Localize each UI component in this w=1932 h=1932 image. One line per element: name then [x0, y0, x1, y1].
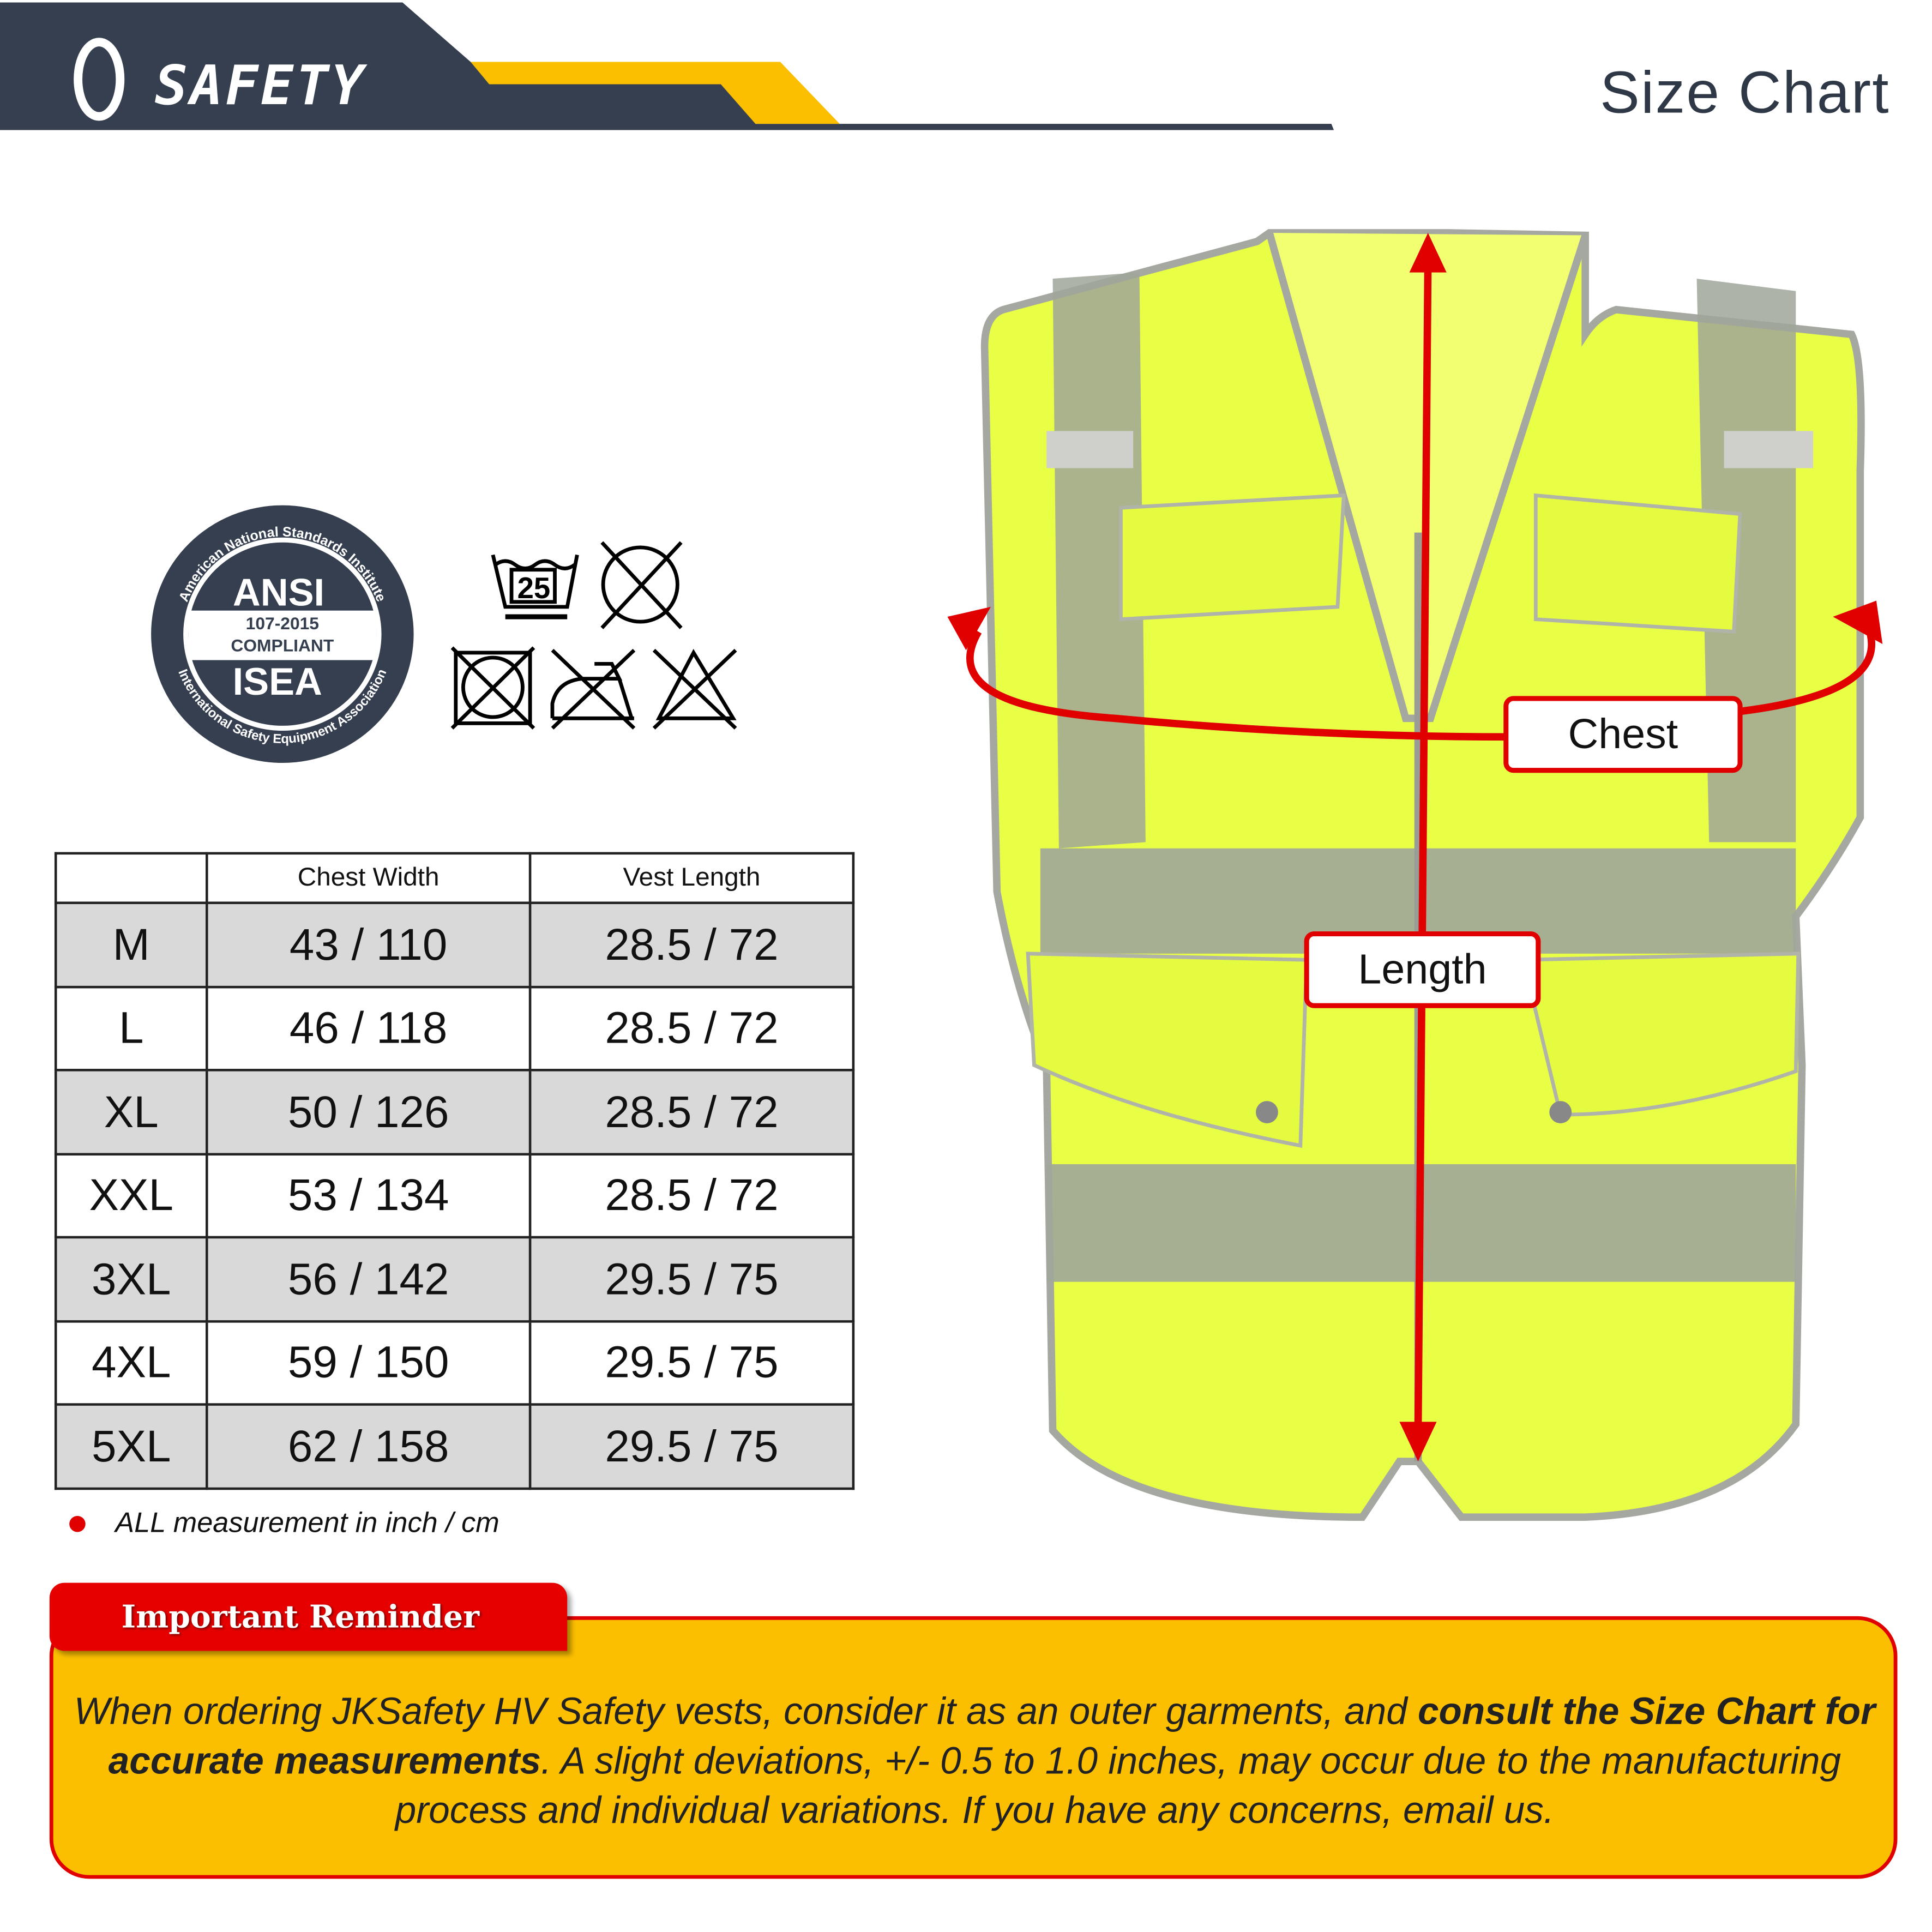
measurement-note: ALL measurement in inch / cm: [69, 1506, 499, 1539]
ansi-isea-badge: American National Standards Institute In…: [151, 505, 414, 763]
reminder-box: [49, 1616, 1898, 1879]
wash-25-icon: 25: [491, 554, 579, 619]
table-row: 5XL 62 / 158 29.5 / 75: [54, 1403, 855, 1490]
do-not-iron-icon: [550, 648, 636, 730]
svg-text:SAFETY: SAFETY: [155, 53, 368, 117]
bullet-dot: [69, 1516, 86, 1533]
length-arrow: [1399, 232, 1447, 1462]
table-row: L 46 / 118 28.5 / 72: [54, 985, 855, 1072]
svg-text:107-2015: 107-2015: [246, 613, 319, 633]
svg-text:COMPLIANT: COMPLIANT: [231, 636, 334, 655]
vest-length-cell: 28.5 / 72: [528, 1152, 855, 1239]
do-not-bleach-icon: [652, 648, 737, 730]
size-cell: 5XL: [54, 1403, 208, 1490]
column-header-chest-width: Chest Width: [206, 852, 532, 904]
table-row: 3XL 56 / 142 29.5 / 75: [54, 1236, 855, 1322]
size-cell: M: [54, 901, 208, 988]
care-icons: 25: [450, 541, 737, 730]
vest-length-cell: 29.5 / 75: [528, 1319, 855, 1406]
chest-width-cell: 46 / 118: [206, 985, 532, 1072]
vest-length-cell: 28.5 / 72: [528, 1069, 855, 1155]
chest-width-cell: 62 / 158: [206, 1403, 532, 1490]
reminder-text-part: . A slight deviations, +/- 0.5 to 1.0 in…: [395, 1740, 1841, 1832]
svg-text:25: 25: [517, 571, 551, 605]
table-header-row: Chest Width Vest Length: [54, 852, 855, 904]
do-not-tumble-dry-icon: [450, 646, 535, 730]
size-table: Chest Width Vest Length M 43 / 110 28.5 / …: [54, 852, 855, 1490]
reminder-text: When ordering JKSafety HV Safety vests, …: [59, 1687, 1890, 1835]
chest-arrow: [947, 600, 1883, 741]
vest-length-cell: 28.5 / 72: [528, 901, 855, 988]
svg-text:ANSI: ANSI: [233, 571, 324, 614]
table-row: XL 50 / 126 28.5 / 72: [54, 1069, 855, 1155]
reminder-title: Important Reminder: [49, 1582, 568, 1651]
size-cell: 3XL: [54, 1236, 208, 1322]
chest-width-cell: 59 / 150: [206, 1319, 532, 1406]
table-row: XXL 53 / 134 28.5 / 72: [54, 1152, 855, 1239]
chest-width-cell: 43 / 110: [206, 901, 532, 988]
chest-label: Chest: [1503, 696, 1743, 773]
reminder-text-part: When ordering JKSafety HV Safety vests, …: [74, 1690, 1418, 1733]
reminder-text-bold: consult the Size Chart for accurate meas…: [108, 1690, 1876, 1783]
page-title: Size Chart: [1600, 61, 1890, 127]
note-text: ALL measurement in inch / cm: [115, 1506, 499, 1538]
brand-logo: SAFETY: [74, 38, 368, 121]
vest-length-cell: 29.5 / 75: [528, 1403, 855, 1490]
chest-width-cell: 53 / 134: [206, 1152, 532, 1239]
column-header-vest-length: Vest Length: [528, 852, 855, 904]
size-cell: L: [54, 985, 208, 1072]
vest-image: [947, 229, 1883, 1521]
size-cell: 4XL: [54, 1319, 208, 1406]
size-cell: XXL: [54, 1152, 208, 1239]
do-not-dry-clean-icon: [600, 541, 683, 629]
header-banner: SAFETY: [0, 2, 1334, 130]
vest-length-cell: 29.5 / 75: [528, 1236, 855, 1322]
table-row: 4XL 59 / 150 29.5 / 75: [54, 1319, 855, 1406]
size-cell: XL: [54, 1069, 208, 1155]
chest-width-cell: 56 / 142: [206, 1236, 532, 1322]
vest-length-cell: 28.5 / 72: [528, 985, 855, 1072]
table-row: M 43 / 110 28.5 / 72: [54, 901, 855, 988]
chest-width-cell: 50 / 126: [206, 1069, 532, 1155]
length-label: Length: [1304, 931, 1541, 1008]
column-header-size: [54, 852, 208, 904]
svg-text:ISEA: ISEA: [233, 660, 322, 703]
